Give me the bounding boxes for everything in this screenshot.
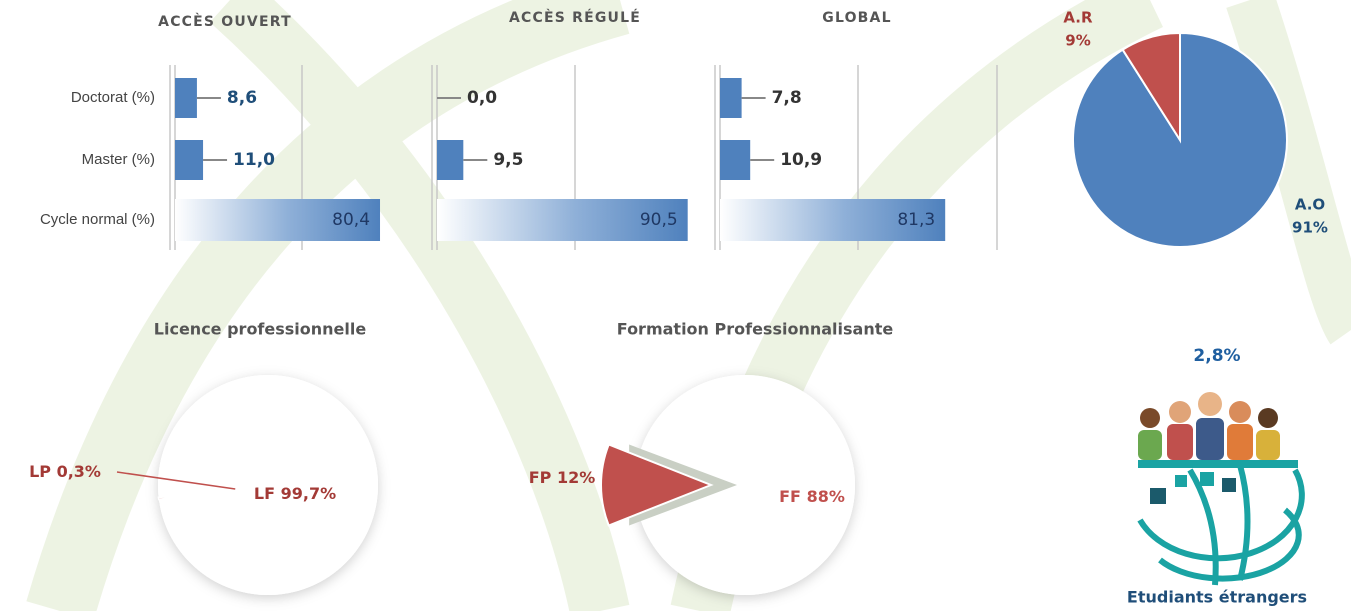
leader-line [116,471,236,490]
slice-value: 88% [807,487,845,506]
slice-label: FF 88% [779,487,845,506]
slice-value: 9% [1065,32,1090,50]
value-label: 10,9 [780,150,822,170]
category-label: Doctorat (%) [71,89,155,106]
chart-title: GLOBAL [822,10,891,26]
slice-label: A.O [1295,196,1325,214]
bg-arc [209,0,630,611]
value-label: 90,5 [640,210,678,230]
globe-arc [1137,468,1305,562]
slice-label: LP 0,3% [29,462,101,481]
category-label: Cycle normal (%) [40,211,155,228]
stat-label: Etudiants étrangers [1127,588,1307,607]
bar [720,199,946,241]
value-label: 80,4 [332,210,370,230]
slice-value: 12% [557,468,595,487]
globe-arc [1237,464,1251,581]
bar [175,199,381,241]
slice-label: A.R [1063,9,1093,27]
category-label: Master (%) [82,151,155,168]
square [1150,488,1166,504]
value-label: 7,8 [772,88,802,108]
chart-title: ACCÈS RÉGULÉ [509,9,641,26]
bar [175,78,197,118]
slice-name: LF [254,484,275,503]
bar [175,140,204,180]
pie-slice [600,443,714,527]
value-label: 8,6 [227,88,257,108]
stat-value: 2,8% [1193,346,1240,366]
value-label: 81,3 [897,210,935,230]
students-icon [1137,392,1305,586]
bar [437,199,688,241]
bg-arc [1226,0,1351,345]
pie-slice [1121,31,1181,144]
slice-value: 0,3% [57,462,101,481]
value-label: 9,5 [493,150,523,170]
value-label: 11,0 [233,150,275,170]
chart-title: ACCÈS OUVERT [158,13,292,30]
square [1222,478,1236,492]
bar [720,78,742,118]
globe-arc [1187,468,1219,586]
slice-value: 99,7% [281,484,337,503]
bar [437,140,464,180]
square [1175,475,1187,487]
slice-value: 91% [1292,219,1328,237]
slice-name: FP [529,468,552,487]
pie-slice [642,375,855,595]
value-label: 0,0 [467,88,497,108]
globe-arc [1158,507,1302,582]
slice-label: LF 99,7% [254,484,336,503]
people [1138,392,1280,460]
square [1200,472,1214,486]
slice-name: FF [779,487,801,506]
pie-slice [157,484,269,501]
band [1138,460,1298,468]
slice-name: LP [29,462,51,481]
chart-title: Formation Professionnalisante [617,320,894,339]
slice-label: FP 12% [529,468,596,487]
bar [720,140,751,180]
chart-title: Licence professionnelle [154,320,367,339]
